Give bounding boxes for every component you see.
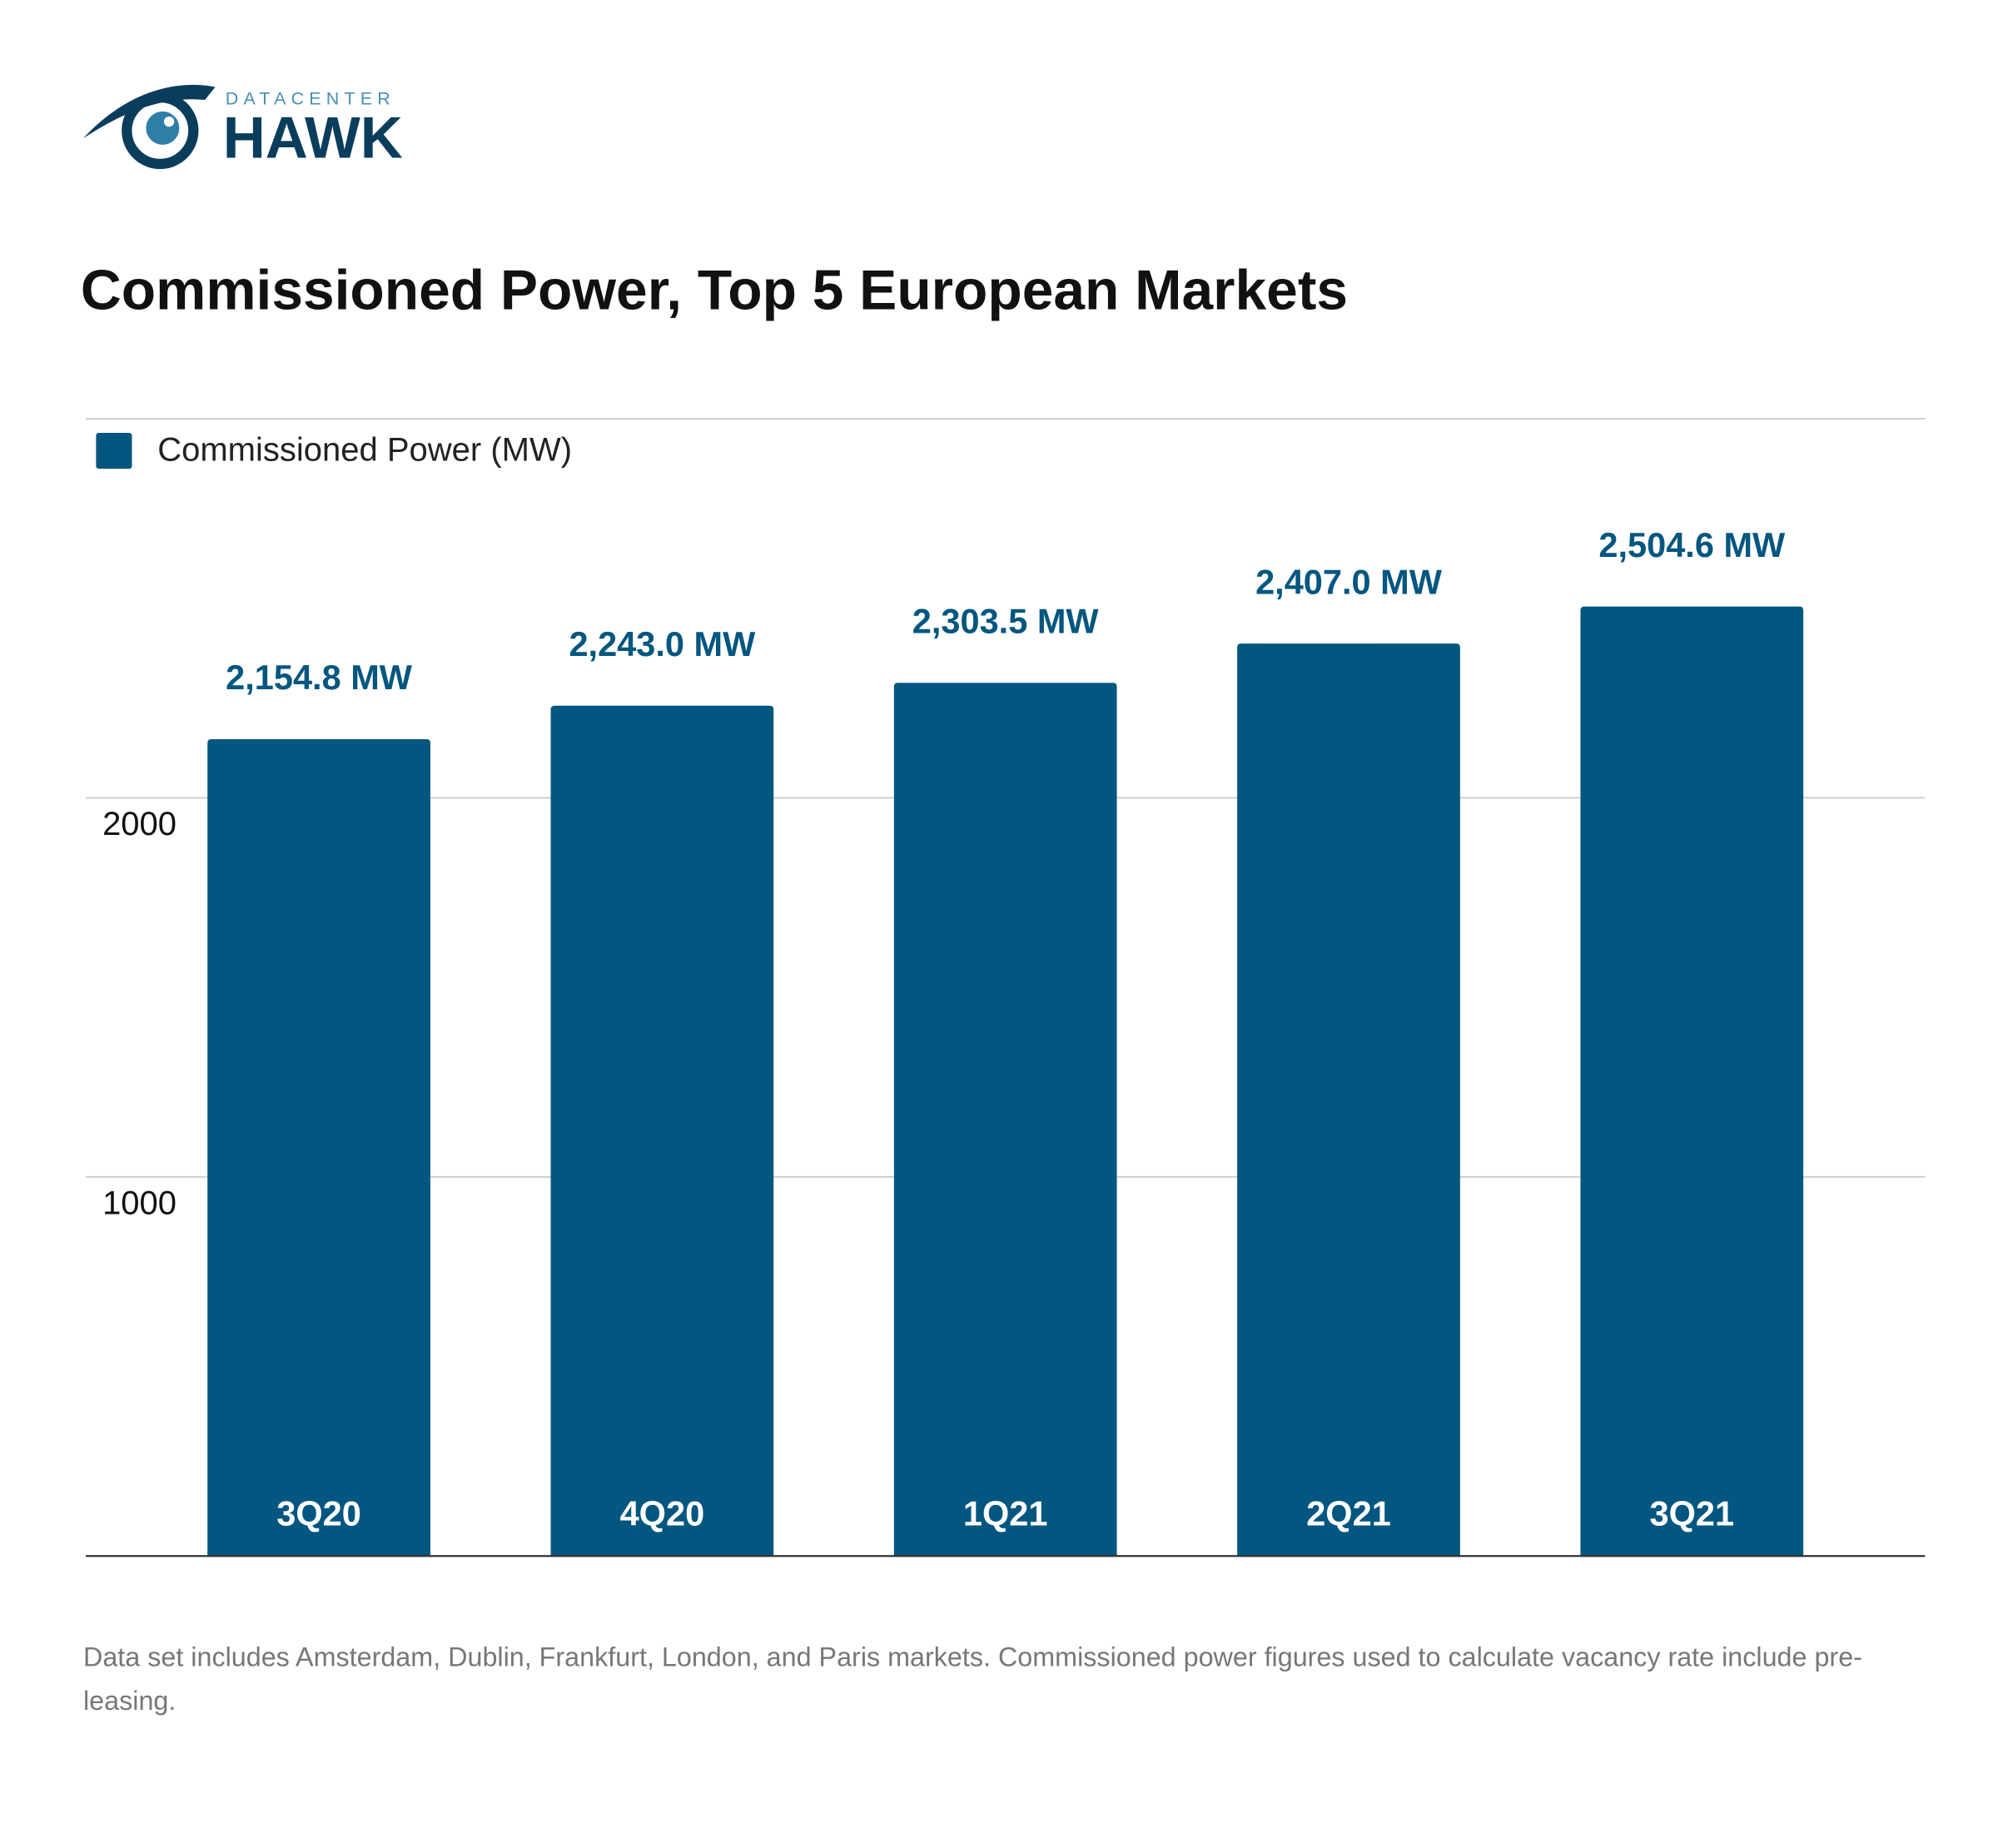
value-label: 2,154.8 MW xyxy=(226,658,413,697)
y-tick-label: 2000 xyxy=(102,806,176,842)
logo-brow xyxy=(83,84,216,139)
value-label: 2,243.0 MW xyxy=(569,624,756,663)
value-label: 2,303.5 MW xyxy=(912,601,1100,640)
y-tick-label: 1000 xyxy=(102,1185,176,1221)
legend-swatch xyxy=(96,433,132,469)
logo: DATACENTER HAWK xyxy=(83,84,403,170)
logo-glint xyxy=(163,117,175,127)
x-tick-label: 3Q21 xyxy=(1650,1494,1735,1533)
bar xyxy=(1237,643,1460,1557)
x-tick-label: 1Q21 xyxy=(963,1494,1048,1533)
bar xyxy=(1580,606,1804,1557)
note: Data set includes Amsterdam, Dublin, Fra… xyxy=(83,1642,1862,1716)
note-box: Data set includes Amsterdam, Dublin, Fra… xyxy=(83,1642,1862,1716)
value-label: 2,504.6 MW xyxy=(1598,525,1786,564)
x-tick-label: 3Q20 xyxy=(276,1494,361,1533)
x-tick-label: 2Q21 xyxy=(1306,1494,1391,1533)
x-tick-label: 4Q20 xyxy=(620,1494,705,1533)
logo-main: HAWK xyxy=(223,104,403,170)
bar xyxy=(550,705,774,1557)
value-label: 2,407.0 MW xyxy=(1255,562,1443,601)
legend-label: Commissioned Power (MW) xyxy=(157,432,572,469)
chart-title: Commissioned Power, Top 5 European Marke… xyxy=(81,260,1348,322)
logo-pupil xyxy=(146,111,180,145)
logo-eye xyxy=(122,92,199,170)
bar xyxy=(207,738,430,1557)
bar xyxy=(893,683,1117,1557)
logo-top: DATACENTER xyxy=(226,89,395,109)
